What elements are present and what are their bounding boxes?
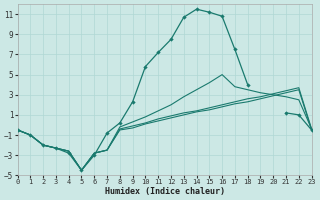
X-axis label: Humidex (Indice chaleur): Humidex (Indice chaleur) [105, 187, 225, 196]
